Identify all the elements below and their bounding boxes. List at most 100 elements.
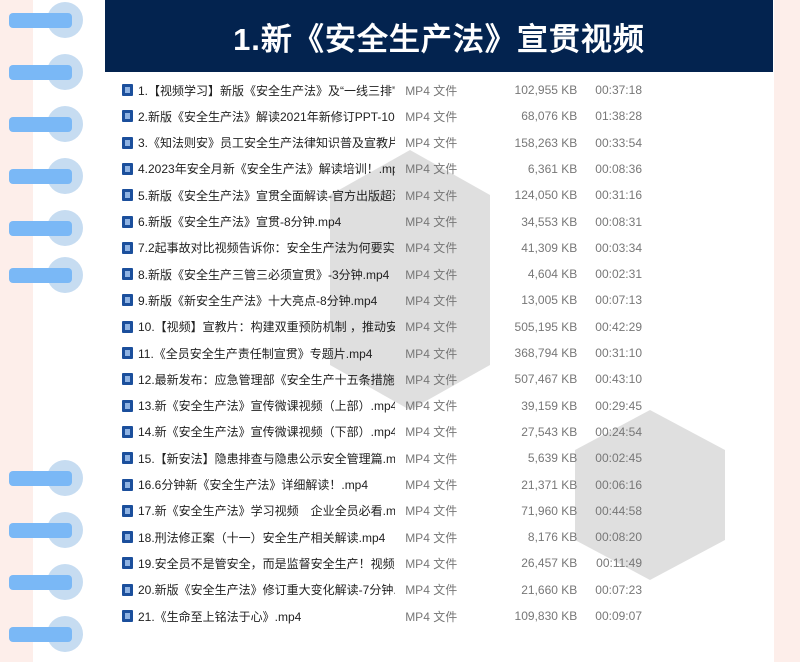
- file-duration: 00:08:31: [595, 214, 642, 229]
- file-type: MP4 文件: [405, 504, 458, 519]
- file-size: 21,371 KB: [521, 477, 578, 492]
- file-size: 26,457 KB: [521, 556, 578, 571]
- file-duration: 00:42:29: [595, 319, 642, 334]
- file-row[interactable]: 5.新版《安全生产法》宣贯全面解读-官方出版超清-... MP4 文件 124,…: [122, 185, 642, 205]
- file-duration: 01:38:28: [595, 109, 642, 124]
- video-file-icon: [122, 215, 133, 228]
- file-duration: 00:09:07: [595, 609, 642, 623]
- file-type: MP4 文件: [405, 320, 458, 335]
- page: [33, 0, 774, 662]
- file-duration: 00:07:23: [595, 582, 642, 597]
- file-row[interactable]: 16.6分钟新《安全生产法》详细解读！.mp4 MP4 文件 21,371 KB…: [122, 475, 642, 495]
- file-duration: 00:08:20: [595, 530, 642, 545]
- file-duration: 00:07:13: [595, 293, 642, 308]
- file-size: 41,309 KB: [521, 240, 578, 255]
- file-name: 13.新《安全生产法》宣传微课视频（上部）.mp4: [138, 399, 396, 414]
- file-row[interactable]: 6.新版《安全生产法》宣贯-8分钟.mp4 MP4 文件 34,553 KB 0…: [122, 212, 642, 232]
- file-row[interactable]: 3.《知法则安》员工安全生产法律知识普及宣教片.... MP4 文件 158,2…: [122, 133, 642, 153]
- file-size: 6,361 KB: [527, 161, 578, 176]
- file-name: 20.新版《安全生产法》修订重大变化解读-7分钟.m...: [138, 583, 396, 598]
- file-row[interactable]: 9.新版《新安全生产法》十大亮点-8分钟.mp4 MP4 文件 13,005 K…: [122, 290, 642, 310]
- file-type: MP4 文件: [405, 293, 458, 308]
- file-name: 6.新版《安全生产法》宣贯-8分钟.mp4: [138, 215, 342, 229]
- video-file-icon: [122, 557, 133, 570]
- video-file-icon: [122, 373, 133, 386]
- file-row[interactable]: 12.最新发布：应急管理部《安全生产十五条措施》... MP4 文件 507,4…: [122, 369, 642, 389]
- file-type: MP4 文件: [405, 556, 458, 571]
- file-row[interactable]: 10.【视频】宣教片：构建双重预防机制 ，推动安全... MP4 文件 505,…: [122, 317, 642, 337]
- file-duration: 00:31:16: [595, 188, 642, 203]
- file-type: MP4 文件: [405, 530, 458, 545]
- watermark-icon: [575, 410, 725, 580]
- file-type: MP4 文件: [405, 346, 458, 361]
- file-type: MP4 文件: [405, 241, 458, 256]
- binding-ring: [0, 562, 90, 602]
- video-file-icon: [122, 531, 133, 544]
- file-row[interactable]: 19.安全员不是管安全，而是监督安全生产！视频解... MP4 文件 26,45…: [122, 553, 642, 573]
- file-row[interactable]: 4.2023年安全月新《安全生产法》解读培训！.mp4 MP4 文件 6,361…: [122, 159, 642, 179]
- file-size: 5,639 KB: [527, 451, 578, 466]
- video-file-icon: [122, 583, 133, 596]
- file-name: 21.《生命至上铭法于心》.mp4: [138, 609, 302, 624]
- video-file-icon: [122, 136, 133, 149]
- file-duration: 00:03:34: [595, 240, 642, 255]
- video-file-icon: [122, 610, 133, 622]
- video-file-icon: [122, 478, 133, 491]
- file-name: 14.新《安全生产法》宣传微课视频（下部）.mp4: [138, 425, 396, 440]
- file-row[interactable]: 15.【新安法】隐患排查与隐患公示安全管理篇.mp4 MP4 文件 5,639 …: [122, 448, 642, 468]
- file-name: 18.刑法修正案（十一）安全生产相关解读.mp4: [138, 530, 386, 545]
- file-name: 17.新《安全生产法》学习视频 企业全员必看.mp4: [138, 504, 396, 519]
- binding-ring: [0, 52, 90, 92]
- file-size: 13,005 KB: [521, 293, 578, 308]
- file-type: MP4 文件: [405, 609, 458, 624]
- file-row[interactable]: 20.新版《安全生产法》修订重大变化解读-7分钟.m... MP4 文件 21,…: [122, 580, 642, 600]
- file-row[interactable]: 8.新版《安全生产三管三必须宣贯》-3分钟.mp4 MP4 文件 4,604 K…: [122, 264, 642, 284]
- file-row[interactable]: 18.刑法修正案（十一）安全生产相关解读.mp4 MP4 文件 8,176 KB…: [122, 527, 642, 547]
- binding-ring: [0, 510, 90, 550]
- file-size: 505,195 KB: [514, 319, 578, 334]
- file-duration: 00:24:54: [595, 424, 642, 439]
- file-type: MP4 文件: [405, 188, 458, 203]
- video-file-icon: [122, 399, 133, 412]
- file-duration: 00:29:45: [595, 398, 642, 413]
- video-file-icon: [122, 189, 133, 202]
- file-type: MP4 文件: [405, 372, 458, 387]
- file-duration: 00:02:31: [595, 267, 642, 282]
- video-file-icon: [122, 110, 133, 123]
- file-duration: 00:43:10: [595, 372, 642, 387]
- binding-ring: [0, 156, 90, 196]
- video-file-icon: [122, 504, 133, 517]
- file-size: 4,604 KB: [527, 267, 578, 282]
- file-row[interactable]: 17.新《安全生产法》学习视频 企业全员必看.mp4 MP4 文件 71,960…: [122, 501, 642, 521]
- file-row[interactable]: 14.新《安全生产法》宣传微课视频（下部）.mp4 MP4 文件 27,543 …: [122, 422, 642, 442]
- file-row[interactable]: 1.【视频学习】新版《安全生产法》及“一线三排”机... MP4 文件 102,…: [122, 80, 642, 100]
- file-name: 1.【视频学习】新版《安全生产法》及“一线三排”机...: [138, 83, 396, 98]
- file-row[interactable]: 11.《全员安全生产责任制宣贯》专题片.mp4 MP4 文件 368,794 K…: [122, 343, 642, 363]
- file-row[interactable]: 2.新版《安全生产法》解读2021年新修订PPT-100... MP4 文件 6…: [122, 106, 642, 126]
- binding-ring: [0, 458, 90, 498]
- video-file-icon: [122, 294, 133, 307]
- file-duration: 00:37:18: [595, 83, 642, 97]
- file-name: 10.【视频】宣教片：构建双重预防机制 ，推动安全...: [138, 320, 396, 335]
- watermark-icon: [330, 150, 490, 410]
- file-row[interactable]: 21.《生命至上铭法于心》.mp4 MP4 文件 109,830 KB 00:0…: [122, 606, 642, 626]
- binding-ring: [0, 208, 90, 248]
- file-row[interactable]: 13.新《安全生产法》宣传微课视频（上部）.mp4 MP4 文件 39,159 …: [122, 396, 642, 416]
- file-name: 19.安全员不是管安全，而是监督安全生产！视频解...: [138, 556, 396, 571]
- file-name: 11.《全员安全生产责任制宣贯》专题片.mp4: [138, 346, 373, 361]
- video-file-icon: [122, 347, 133, 359]
- file-size: 34,553 KB: [521, 214, 578, 229]
- file-type: MP4 文件: [405, 83, 458, 98]
- file-size: 8,176 KB: [527, 530, 578, 545]
- file-type: MP4 文件: [405, 583, 458, 598]
- file-name: 7.2起事故对比视频告诉你：安全生产法为何要实行...: [138, 241, 396, 256]
- file-duration: 00:44:58: [595, 503, 642, 518]
- binding-ring: [0, 104, 90, 144]
- file-type: MP4 文件: [405, 451, 458, 466]
- video-file-icon: [122, 162, 133, 175]
- file-name: 5.新版《安全生产法》宣贯全面解读-官方出版超清-...: [138, 188, 396, 203]
- file-type: MP4 文件: [405, 136, 458, 151]
- file-name: 8.新版《安全生产三管三必须宣贯》-3分钟.mp4: [138, 267, 390, 282]
- file-size: 39,159 KB: [521, 398, 578, 413]
- file-row[interactable]: 7.2起事故对比视频告诉你：安全生产法为何要实行... MP4 文件 41,30…: [122, 238, 642, 258]
